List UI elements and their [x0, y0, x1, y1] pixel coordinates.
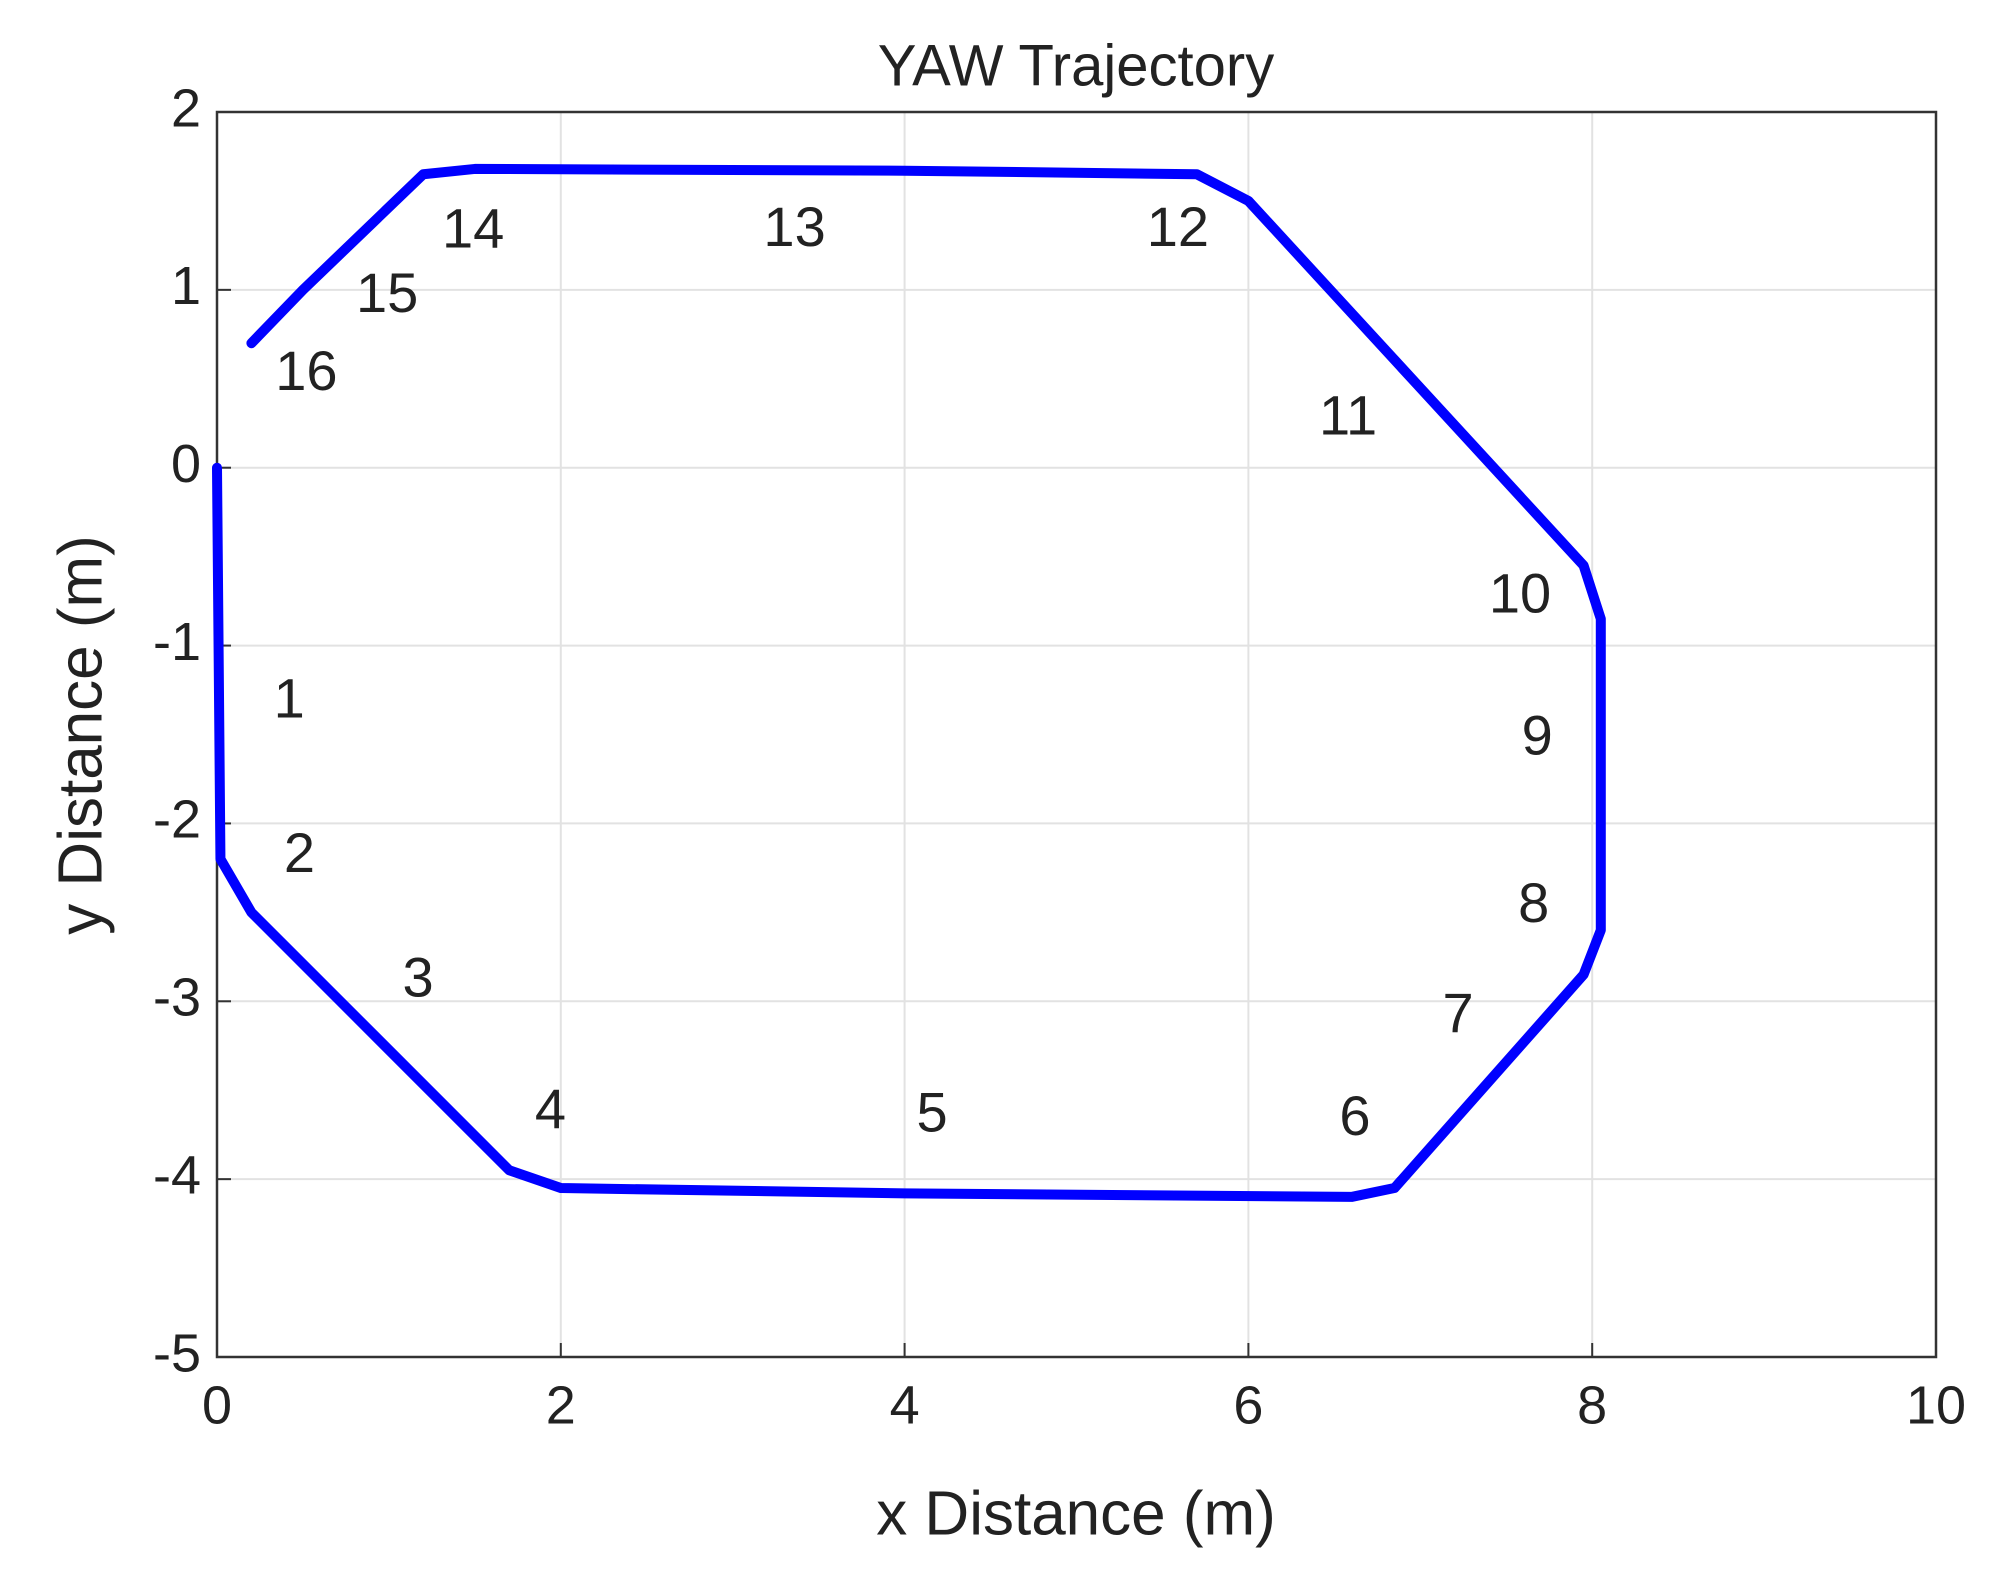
annotation: 3 [403, 946, 434, 1009]
annotation: 6 [1339, 1084, 1370, 1147]
x-tick-label: 4 [890, 1375, 920, 1435]
y-tick-label: -3 [153, 968, 201, 1028]
x-tick-label: 10 [1906, 1375, 1966, 1435]
annotation: 4 [535, 1077, 566, 1140]
x-tick-label: 6 [1233, 1375, 1263, 1435]
y-tick-label: 2 [171, 78, 201, 138]
x-tick-label: 8 [1577, 1375, 1607, 1435]
y-axis-label: y Distance (m) [46, 535, 115, 935]
y-tick-label: -2 [153, 790, 201, 850]
annotation: 15 [356, 261, 418, 324]
annotation: 13 [763, 195, 825, 258]
annotation: 1 [274, 666, 305, 729]
annotation: 16 [275, 339, 337, 402]
annotation: 7 [1443, 981, 1474, 1044]
trajectory-line [212, 163, 1606, 1202]
x-tick-label: 0 [202, 1375, 232, 1435]
chart-title: YAW Trajectory [878, 33, 1274, 98]
y-tick-label: -5 [153, 1323, 201, 1383]
y-tick-label: -4 [153, 1145, 201, 1205]
y-tick-label: -1 [153, 612, 201, 672]
x-tick-label: 2 [546, 1375, 576, 1435]
annotation: 12 [1147, 195, 1209, 258]
annotation: 5 [917, 1081, 948, 1144]
y-tick-label: 0 [171, 434, 201, 494]
annotation: 11 [1319, 383, 1377, 446]
annotation: 9 [1522, 704, 1553, 767]
x-axis-label: x Distance (m) [876, 1479, 1276, 1548]
y-tick-label: 1 [171, 256, 201, 316]
annotation: 2 [284, 821, 315, 884]
annotation: 10 [1489, 561, 1551, 624]
annotation: 14 [442, 197, 504, 260]
annotation: 8 [1518, 871, 1549, 934]
